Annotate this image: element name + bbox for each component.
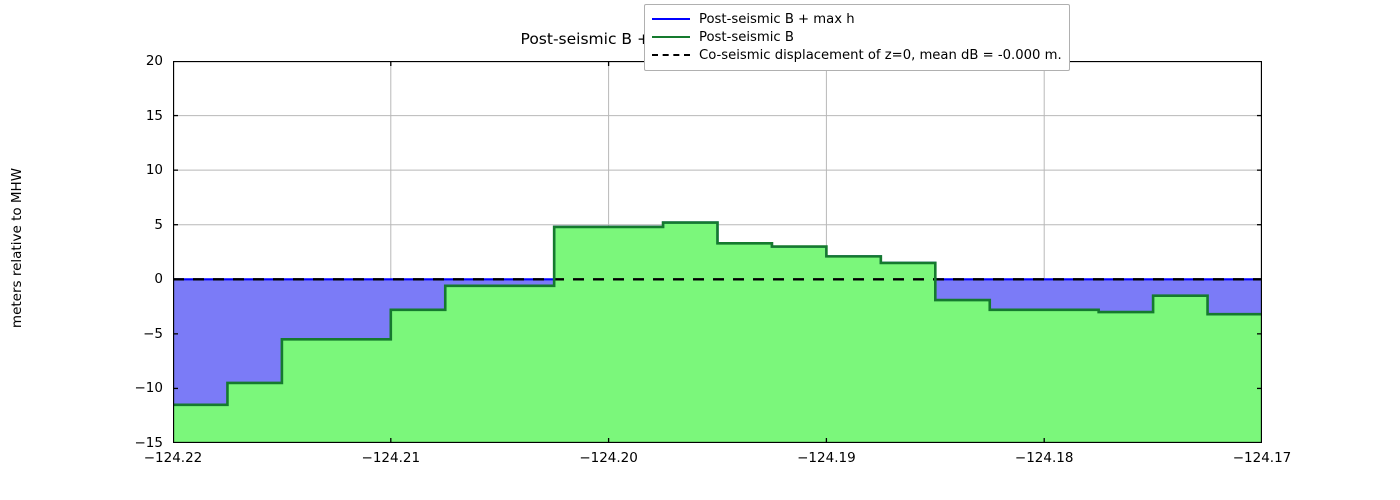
y-tick-label: −5 [143, 325, 163, 342]
fill-post-seismic-b [173, 222, 1262, 443]
y-tick-label: 15 [145, 107, 163, 124]
x-tick-label: −124.22 [143, 450, 203, 466]
y-tick-label: 20 [145, 53, 163, 69]
line-post-seismic-b [173, 221, 1262, 407]
chart-legend: Post-seismic B + max h Post-seismic B Co… [644, 4, 1070, 71]
x-tick-label: −124.21 [361, 450, 421, 466]
legend-label-1: Post-seismic B [699, 29, 794, 45]
x-tick-label: −124.17 [1232, 450, 1292, 466]
y-axis-label-text: meters relative to MHW [9, 167, 25, 329]
y-tick-label: −10 [134, 380, 164, 397]
y-axis-label: meters relative to MHW [0, 0, 25, 500]
y-tick-label: 5 [154, 216, 163, 233]
x-tick-label: −124.20 [579, 450, 638, 466]
plot-area: −15 −10 −5 0 5 10 15 20 −124.22 −124.21 −124.20 −1… [135, 53, 1292, 466]
legend-swatch-dashed-line [652, 54, 690, 56]
legend-item-co-seismic-displacement: Co-seismic displacement of z=0, mean dB … [652, 46, 1062, 64]
legend-item-post-seismic-b: Post-seismic B [652, 28, 1062, 46]
chart-canvas [173, 61, 1262, 443]
y-tick-label: 0 [154, 271, 163, 288]
legend-swatch-blue-line [652, 18, 690, 20]
fill-post-seismic-b-upper [554, 222, 936, 280]
x-tick-label: −124.18 [1014, 450, 1074, 466]
legend-label-0: Post-seismic B + max h [699, 11, 855, 27]
x-tick-label: −124.19 [797, 450, 856, 466]
legend-item-post-seismic-b-plus-max-h: Post-seismic B + max h [652, 10, 1062, 28]
legend-swatch-green-line [652, 36, 690, 38]
y-tick-label: −15 [134, 435, 164, 451]
legend-label-2: Co-seismic displacement of z=0, mean dB … [699, 47, 1062, 63]
y-tick-label: 10 [145, 162, 163, 179]
